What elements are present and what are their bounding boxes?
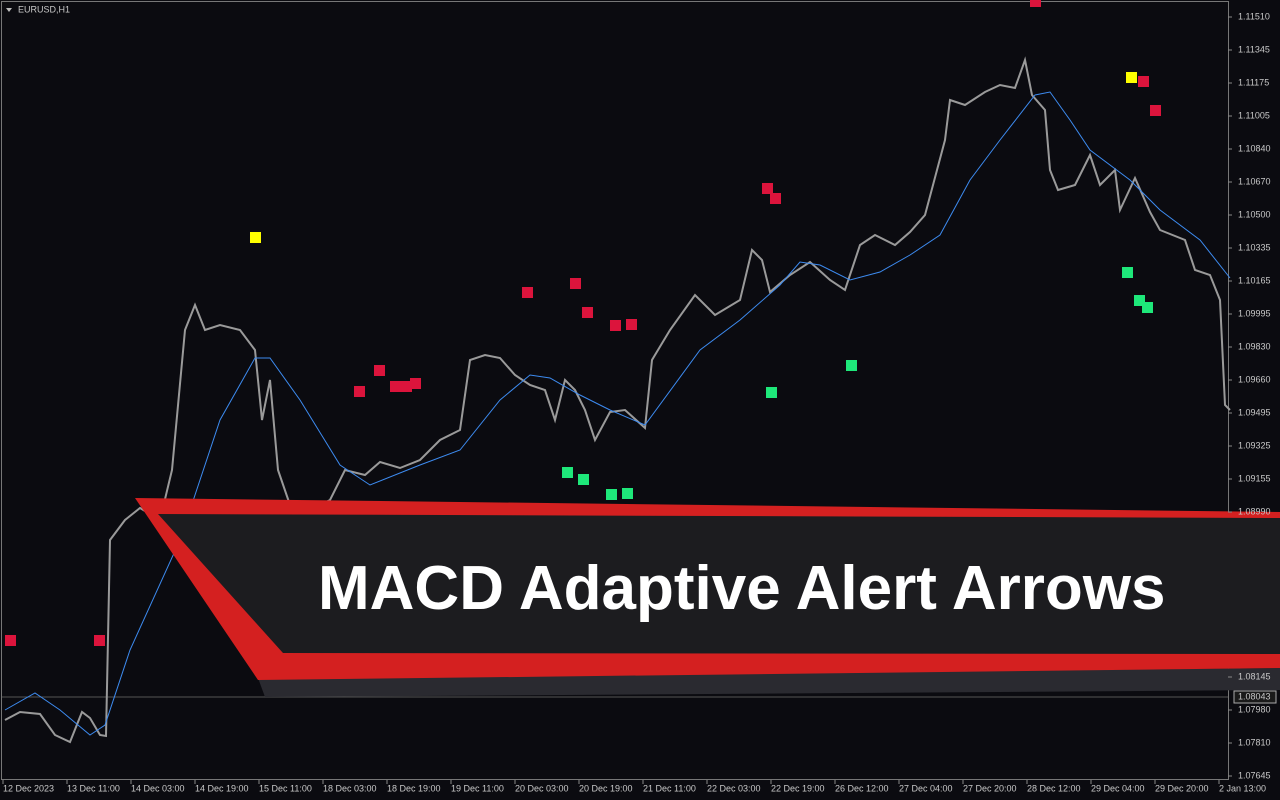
x-tick-label: 21 Dec 11:00	[643, 783, 696, 793]
x-tick-label: 20 Dec 19:00	[579, 783, 633, 793]
sell-arrow	[582, 307, 593, 318]
x-tick-label: 27 Dec 04:00	[899, 783, 953, 793]
sell-arrows	[5, 0, 1161, 646]
sell-arrow	[94, 635, 105, 646]
sell-arrow	[770, 193, 781, 204]
sell-arrow	[1138, 76, 1149, 87]
buy-arrows	[562, 267, 1153, 500]
x-tick-label: 12 Dec 2023	[3, 783, 54, 793]
banner-panel	[158, 514, 1280, 654]
sell-arrow	[570, 278, 581, 289]
y-tick-label: 1.10500	[1238, 209, 1271, 219]
y-tick-label: 1.09995	[1238, 308, 1271, 318]
y-tick-label: 1.09325	[1238, 440, 1271, 450]
y-tick-label: 1.10165	[1238, 275, 1271, 285]
x-tick-label: 29 Dec 20:00	[1155, 783, 1209, 793]
x-tick-label: 22 Dec 19:00	[771, 783, 825, 793]
y-tick-label: 1.09830	[1238, 341, 1271, 351]
plot-frame	[1, 1, 1229, 780]
y-tick-label: 1.10840	[1238, 143, 1271, 153]
x-tick-label: 29 Dec 04:00	[1091, 783, 1145, 793]
y-tick-label: 1.09660	[1238, 374, 1271, 384]
sell-arrow	[5, 635, 16, 646]
x-tick-label: 14 Dec 19:00	[195, 783, 249, 793]
y-tick-label: 1.11345	[1238, 44, 1270, 54]
macd-adaptive-line	[4, 91, 1231, 736]
alert-arrow	[1126, 72, 1137, 83]
menu-arrow[interactable]	[6, 8, 12, 12]
buy-arrow	[622, 488, 633, 499]
x-tick-label: 13 Dec 11:00	[67, 783, 120, 793]
y-tick-label: 1.11005	[1238, 110, 1270, 120]
price-candles	[4, 56, 1231, 744]
sell-arrow	[401, 381, 412, 392]
x-tick-label: 27 Dec 20:00	[963, 783, 1017, 793]
y-tick-label: 1.07645	[1238, 770, 1271, 780]
x-tick-label: 18 Dec 19:00	[387, 783, 441, 793]
buy-arrow	[562, 467, 573, 478]
x-tick-label: 20 Dec 03:00	[515, 783, 569, 793]
symbol-label: EURUSD,H1	[18, 4, 70, 14]
buy-arrow	[766, 387, 777, 398]
buy-arrow	[1134, 295, 1145, 306]
x-tick-label: 15 Dec 11:00	[259, 783, 312, 793]
sell-arrow	[374, 365, 385, 376]
time-axis: 12 Dec 2023 13 Dec 11:00 14 Dec 03:00 14 De…	[2, 780, 1266, 793]
y-tick-label: 1.09495	[1238, 407, 1271, 417]
banner-shadow	[258, 668, 1280, 697]
sell-arrow	[610, 320, 621, 331]
buy-arrow	[606, 489, 617, 500]
x-tick-label: 14 Dec 03:00	[131, 783, 185, 793]
y-tick-label: 1.10335	[1238, 242, 1271, 252]
sell-arrow	[390, 381, 401, 392]
sell-arrow	[762, 183, 773, 194]
y-tick-label: 1.07980	[1238, 704, 1271, 714]
buy-arrow	[1122, 267, 1133, 278]
x-tick-label: 19 Dec 11:00	[451, 783, 504, 793]
banner-title: MACD Adaptive Alert Arrows	[318, 554, 1165, 623]
x-tick-label: 22 Dec 03:00	[707, 783, 761, 793]
alert-arrow	[250, 232, 261, 243]
y-tick-label: 1.09155	[1238, 473, 1271, 483]
alert-arrows	[250, 72, 1137, 243]
sell-arrow	[410, 378, 421, 389]
price-axis: 1.11510 1.11345 1.11175 1.11005 1.10840 1.106…	[1228, 11, 1271, 780]
sell-arrow	[522, 287, 533, 298]
y-tick-label: 1.10670	[1238, 176, 1271, 186]
y-tick-label: 1.08145	[1238, 671, 1271, 681]
y-tick-label: 1.08990	[1238, 506, 1271, 516]
current-price-box	[1233, 690, 1277, 704]
sell-arrow	[1030, 0, 1041, 7]
buy-arrow	[1142, 302, 1153, 313]
buy-arrow	[578, 474, 589, 485]
x-tick-label: 28 Dec 12:00	[1027, 783, 1081, 793]
x-tick-label: 26 Dec 12:00	[835, 783, 889, 793]
current-price-label: 1.08043	[1238, 691, 1271, 701]
sell-arrow	[354, 386, 365, 397]
y-tick-label: 1.07810	[1238, 737, 1271, 747]
x-tick-label: 2 Jan 13:00	[1219, 783, 1266, 793]
buy-arrow	[846, 360, 857, 371]
y-tick-label: 1.11175	[1238, 77, 1269, 87]
sell-arrow	[626, 319, 637, 330]
sell-arrow	[1150, 105, 1161, 116]
x-tick-label: 18 Dec 03:00	[323, 783, 377, 793]
y-tick-label: 1.11510	[1238, 11, 1270, 21]
